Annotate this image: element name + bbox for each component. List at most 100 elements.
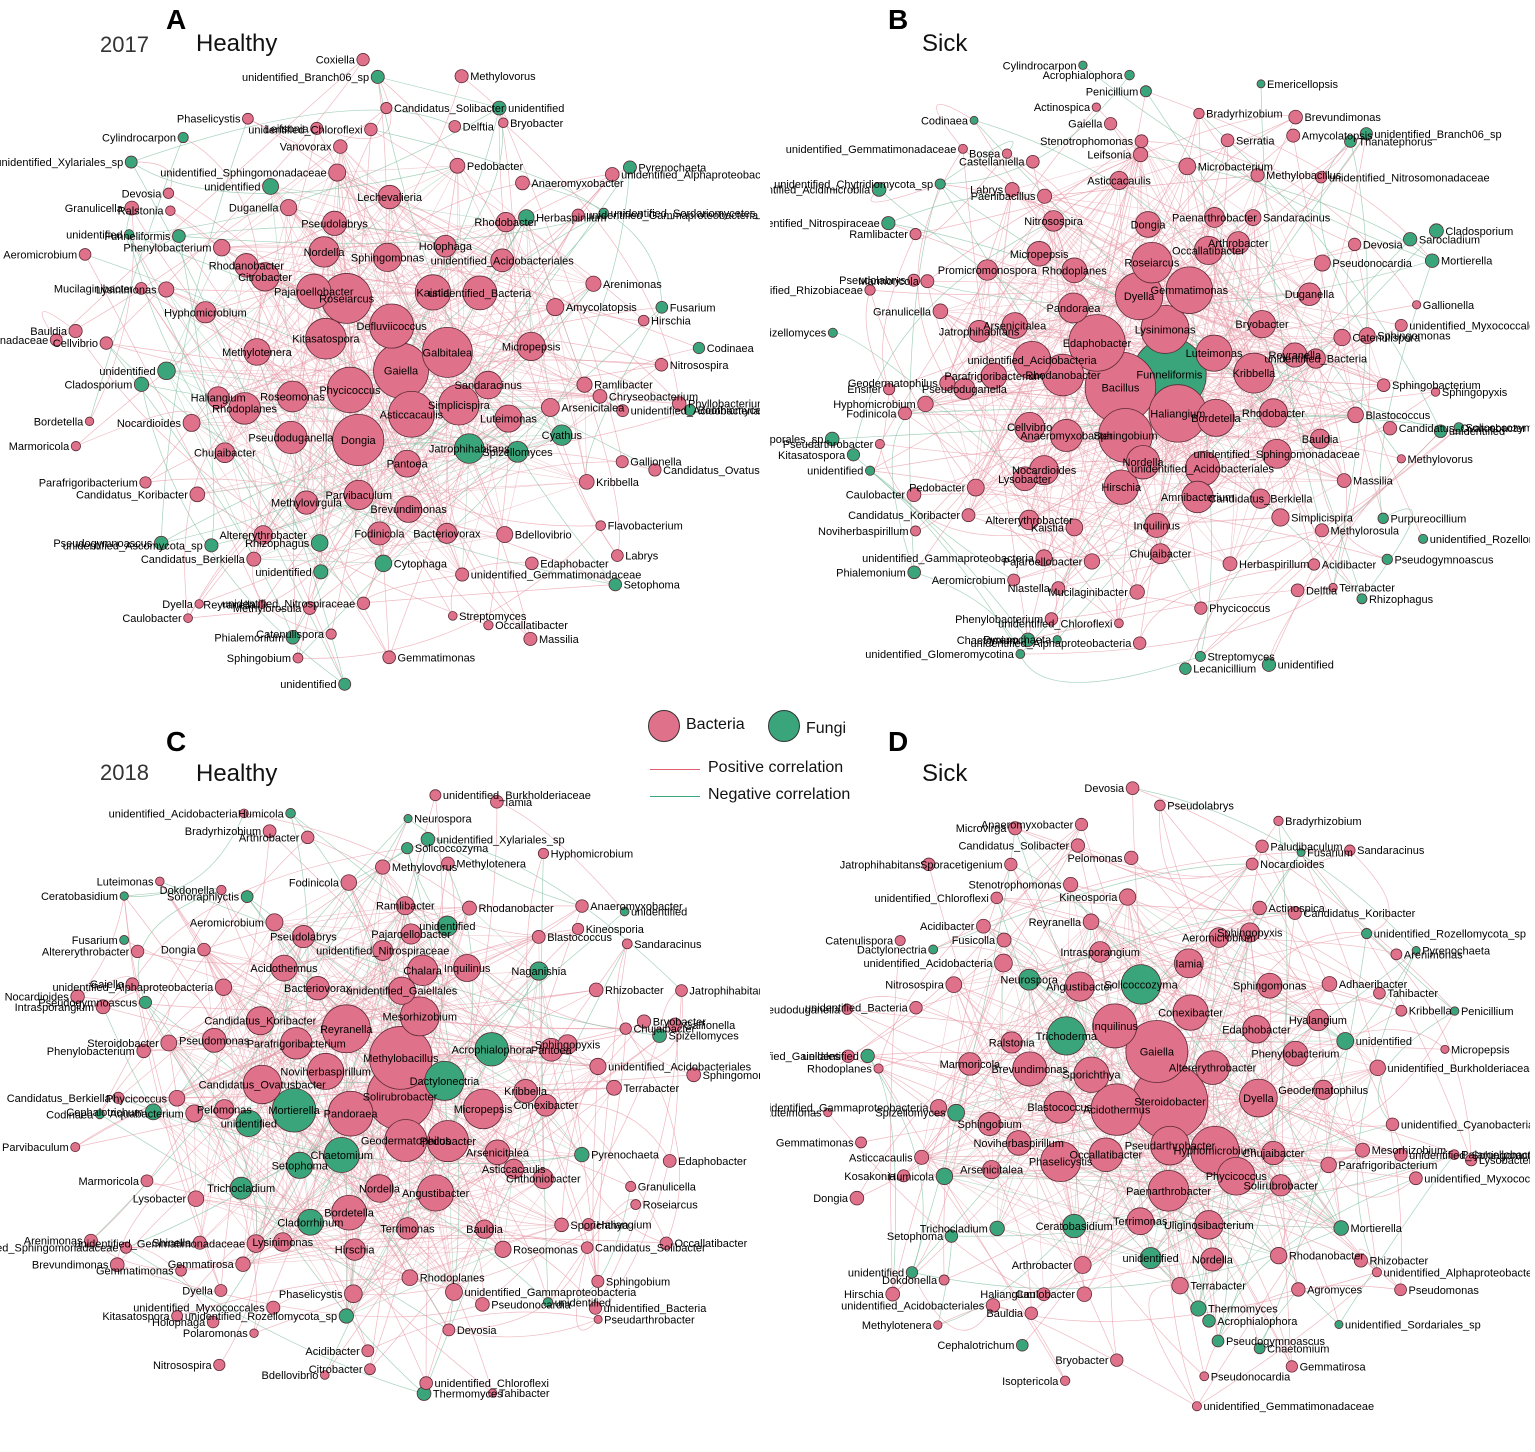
bacteria-node: [112, 1091, 125, 1104]
negative-edge: [290, 812, 568, 1045]
node-label: Inquilinus: [444, 963, 491, 975]
bacteria-node: [1376, 378, 1391, 392]
node-label: unidentified_Branch06_sp: [242, 72, 369, 84]
positive-edge: [1346, 244, 1424, 540]
bacteria-node: [630, 1199, 642, 1210]
positive-edge: [1328, 1164, 1417, 1198]
positive-edge: [1238, 242, 1310, 295]
node-label: Amycolatopsis: [566, 302, 637, 314]
bacteria-node: [235, 1256, 251, 1272]
bacteria-node: [855, 1136, 867, 1149]
positive-edge: [595, 990, 682, 1309]
node-label: Kineosporia: [586, 924, 645, 936]
bacteria-node: [580, 1241, 594, 1254]
bacteria-node: [454, 69, 469, 84]
node-label: Hyphomicrobium: [1174, 1146, 1257, 1158]
node-label: Aeromicrobium: [190, 917, 264, 929]
bacteria-node: [429, 789, 442, 802]
node-label: Bacteriovorax: [284, 983, 352, 995]
node-label: Uliginosibacterium: [1164, 1220, 1254, 1232]
bacteria-node: [214, 442, 236, 463]
bacteria-node: [1395, 1004, 1408, 1017]
bacteria-node: [917, 395, 934, 413]
fungi-node: [271, 1088, 317, 1133]
positive-edge: [1190, 1012, 1342, 1229]
positive-edge: [987, 269, 995, 376]
bacteria-node: [662, 1154, 677, 1168]
positive-edge: [925, 113, 1200, 405]
bacteria-node: [1049, 419, 1083, 452]
bacteria-node: [1239, 922, 1260, 943]
positive-edge: [567, 1044, 597, 1309]
negative-edge: [160, 118, 249, 544]
node-label: Pseudogymnoascus: [53, 538, 153, 550]
node-label: Haliangium: [980, 1289, 1035, 1301]
node-label: Setophoma: [272, 1160, 329, 1172]
bacteria-node: [1132, 636, 1147, 650]
bacteria-node: [388, 390, 435, 438]
node-label: Paenibacillus: [971, 191, 1036, 203]
node-label: Steroidobacter: [87, 1038, 159, 1050]
bacteria-node: [982, 1160, 1002, 1180]
bacteria-node: [1114, 618, 1124, 629]
positive-edge: [317, 987, 402, 992]
positive-edge: [1029, 1068, 1045, 1295]
node-label: Acrophialophora: [1043, 70, 1124, 82]
bacteria-node: [554, 1217, 569, 1233]
positive-edge: [964, 253, 1040, 390]
node-label: Solicoccozyma: [1466, 422, 1530, 434]
positive-edge: [247, 118, 509, 419]
fungi-node: [989, 1220, 1005, 1237]
node-label: Shinella: [152, 1238, 192, 1250]
bacteria-node: [419, 1376, 433, 1390]
positive-edge: [383, 451, 518, 564]
positive-edge: [1278, 1089, 1324, 1256]
node-label: Bradyrhizobium: [185, 826, 261, 838]
node-label: Kosakonia: [844, 1171, 896, 1183]
node-label: Cylindrocarpon: [102, 133, 176, 145]
negative-edge: [1020, 653, 1201, 683]
node-label: unidentified: [631, 906, 687, 918]
negative-correlation-label: Negative correlation: [708, 786, 851, 803]
node-label: Mortierella: [1441, 256, 1493, 268]
positive-edge: [1252, 217, 1296, 356]
bacteria-node: [462, 900, 477, 916]
negative-edge: [125, 1247, 425, 1394]
node-labels: GaiellaPhycicoccusDefluviicoccusAsticcac…: [0, 55, 760, 692]
node-label: Gemmatimonas: [776, 1137, 854, 1149]
bacteria-node: [448, 120, 462, 133]
bacteria-node: [326, 366, 374, 414]
positive-edge: [348, 882, 406, 906]
fungi-node: [403, 814, 413, 824]
negative-edge: [1198, 113, 1441, 432]
node-label: Ramlibacter: [849, 229, 908, 241]
positive-edge: [925, 403, 1045, 559]
negative-edge: [956, 1051, 1157, 1114]
bacteria-node: [531, 930, 546, 944]
positive-edge: [1156, 517, 1281, 526]
negative-edge: [1029, 951, 1101, 980]
bacteria-node: [515, 175, 530, 191]
positive-edge: [261, 414, 412, 605]
positive-edge: [1214, 217, 1310, 295]
bacteria-node: [380, 102, 393, 115]
node-label: unidentified_Nitrosomonadaceae: [0, 335, 48, 347]
node-label: Paenarthrobacter: [1126, 1186, 1211, 1198]
negative-edge: [166, 247, 222, 371]
node-label: Nordella: [1192, 1254, 1234, 1266]
positive-edge: [1013, 384, 1384, 581]
node-label: Aeromicrobium: [932, 575, 1006, 587]
positive-edge: [1295, 1053, 1363, 1151]
bacteria-node: [436, 522, 458, 544]
positive-edge: [1168, 1185, 1378, 1273]
node-label: Codinaea: [707, 343, 755, 355]
bacteria-node: [395, 495, 423, 523]
node-label: Jatrophihabitans: [689, 986, 760, 998]
node-label: Devosia: [122, 188, 163, 200]
bacteria-node: [1369, 1059, 1386, 1077]
positive-edge: [1212, 1067, 1282, 1186]
panel-letter: A: [166, 4, 187, 35]
positive-edge: [892, 824, 1082, 1295]
status-label: Healthy: [196, 30, 278, 57]
positive-edge: [1044, 414, 1356, 471]
